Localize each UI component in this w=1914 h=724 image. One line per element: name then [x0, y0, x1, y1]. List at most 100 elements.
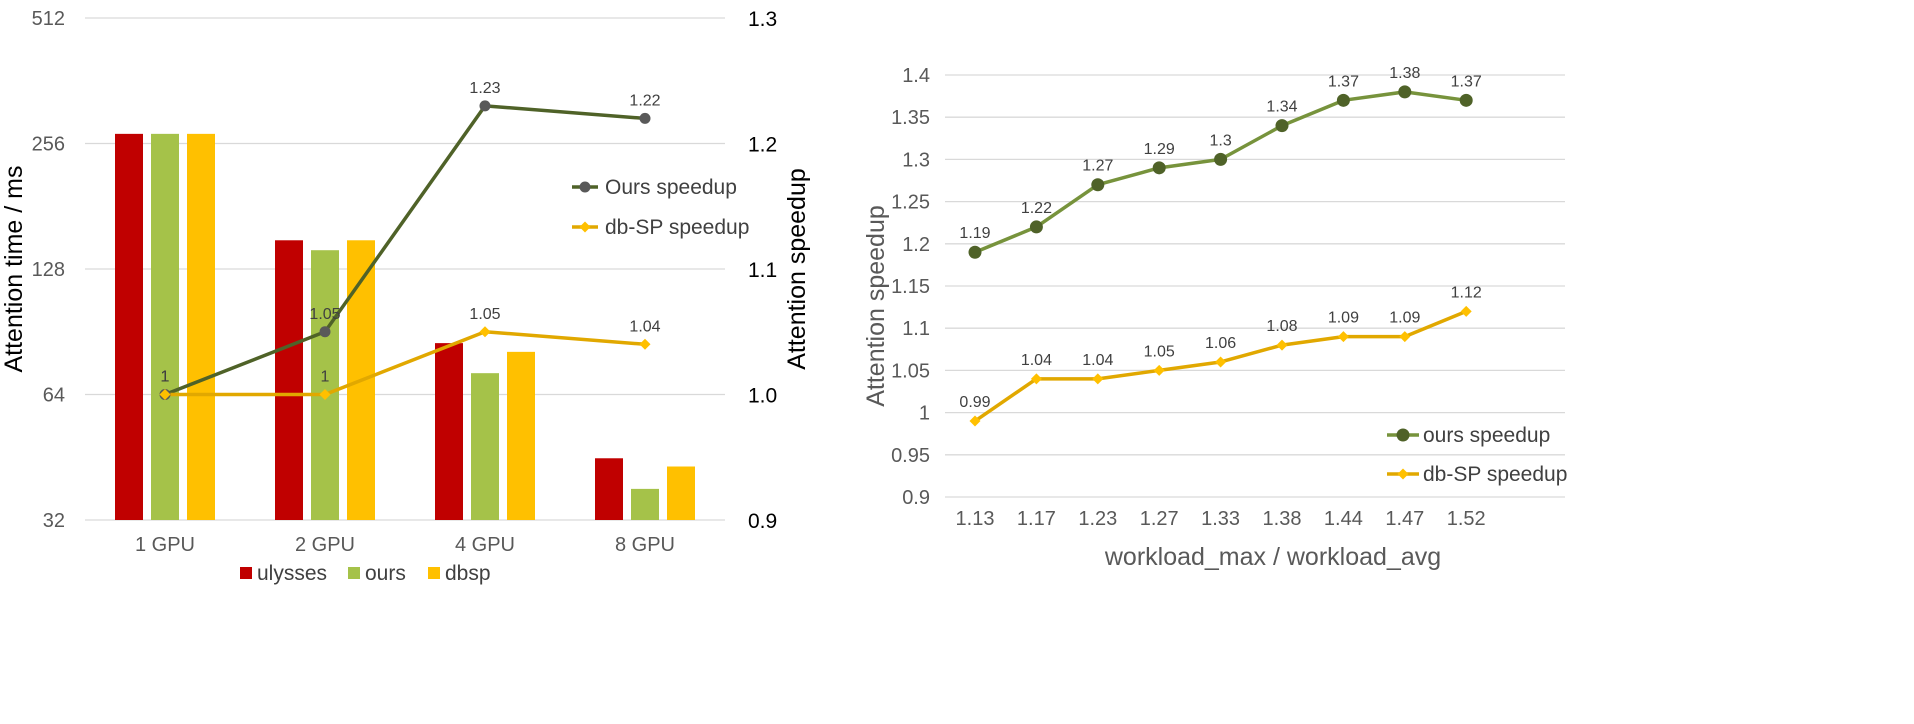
point-marker	[1460, 305, 1472, 317]
bar-ours	[631, 488, 659, 520]
data-label: 1.37	[1451, 73, 1482, 90]
y-tick-label: 32	[43, 510, 65, 532]
data-label: 1.23	[469, 80, 500, 97]
data-label: 1.29	[1144, 141, 1175, 158]
y-tick-label: 1.4	[902, 65, 930, 87]
bar-ulysses	[435, 343, 463, 520]
x-tick-label: 1.17	[1017, 508, 1056, 530]
data-label: 1.04	[1021, 352, 1052, 369]
legend-swatch-dbsp	[428, 567, 440, 579]
point-marker	[969, 415, 981, 427]
x-tick-label: 2 GPU	[295, 534, 355, 556]
data-label: 1.09	[1328, 310, 1359, 327]
point-marker	[1399, 331, 1411, 343]
data-label: 1.06	[1205, 335, 1236, 352]
y-tick-label: 1	[919, 403, 930, 425]
legend-label: ulysses	[257, 562, 327, 585]
point-marker	[1030, 373, 1042, 385]
right-chart: 0.9 0.95 1 1.05 1.1 1.15 1.2 1.25 1.3 1.35 1.4 1.13…	[862, 65, 1567, 571]
data-label: 1.38	[1389, 65, 1420, 82]
legend-marker	[579, 181, 591, 193]
data-label: 1.04	[1082, 352, 1113, 369]
x-tick-label: 1.47	[1385, 508, 1424, 530]
y-axis-title: Attention time / ms	[0, 165, 28, 372]
x-tick-label: 1.44	[1324, 508, 1363, 530]
data-label: 1.19	[959, 225, 990, 242]
y-tick-label: 512	[32, 8, 65, 30]
point-marker	[1152, 161, 1166, 175]
y2-tick-label: 1.3	[748, 8, 777, 31]
bar-ulysses	[275, 240, 303, 520]
data-label: 1	[321, 369, 330, 386]
data-label: 1.08	[1266, 318, 1297, 335]
left-chart: 32 64 128 256 512 0.9 1.0 1.1 1.2 1.3 1 GPU 2 GPU 4 …	[0, 8, 811, 585]
y-tick-label: 256	[32, 134, 65, 156]
y-tick-label: 128	[32, 259, 65, 281]
point-marker	[1459, 93, 1473, 107]
bar-ours	[311, 250, 339, 521]
x-tick-label: 1.38	[1263, 508, 1302, 530]
data-label: 1	[161, 369, 170, 386]
legend-label: dbsp	[445, 562, 491, 585]
data-label: 1.27	[1082, 158, 1113, 175]
legend-swatch-ulysses	[240, 567, 252, 579]
point-marker	[479, 100, 491, 112]
line-Ours-speedup	[164, 104, 646, 397]
y-axis-title: Attention speedup	[862, 205, 890, 407]
point-marker	[1153, 364, 1165, 376]
data-label: 1.22	[629, 92, 660, 109]
bar-ours	[151, 133, 179, 520]
data-label: 1.22	[1021, 200, 1052, 217]
point-marker	[319, 389, 331, 400]
y2-tick-label: 1.1	[748, 259, 777, 282]
line-db-SP-speedup	[165, 330, 646, 397]
legend-label: db-SP speedup	[1423, 463, 1567, 486]
bar-dbsp	[507, 351, 535, 520]
y-tick-label: 1.05	[891, 360, 930, 382]
data-label: 1	[161, 369, 170, 386]
point-marker	[1091, 178, 1105, 192]
legend-label: db-SP speedup	[605, 216, 749, 239]
bar-ulysses	[595, 458, 623, 520]
y2-tick-label: 1.2	[748, 134, 777, 157]
y-tick-label: 64	[43, 385, 65, 407]
y-tick-label: 1.3	[902, 149, 930, 171]
data-label: 1.34	[1266, 99, 1297, 116]
data-label: 1.37	[1328, 73, 1359, 90]
x-tick-label: 1.23	[1078, 508, 1117, 530]
data-label: 1.04	[629, 318, 660, 335]
legend-label: ours speedup	[1423, 424, 1550, 447]
point-marker	[968, 245, 982, 259]
point-marker	[1275, 119, 1289, 133]
y2-axis-title: Attention speedup	[783, 168, 811, 370]
data-label: 1.05	[1144, 343, 1175, 360]
x-tick-label: 4 GPU	[455, 534, 515, 556]
y-tick-label: 1.2	[902, 234, 930, 256]
point-marker	[1398, 85, 1412, 99]
x-tick-label: 8 GPU	[615, 534, 675, 556]
y-tick-label: 1.1	[902, 318, 930, 340]
y-tick-label: 0.9	[902, 487, 930, 509]
legend-marker	[1396, 428, 1410, 442]
y2-tick-label: 1.0	[748, 385, 777, 408]
bar-ulysses	[115, 133, 143, 520]
x-tick-label: 1.13	[956, 508, 995, 530]
x-tick-label: 1.33	[1201, 508, 1240, 530]
legend-marker	[1397, 468, 1409, 480]
point-marker	[1276, 339, 1288, 351]
data-label: 0.99	[959, 394, 990, 411]
x-tick-label: 1.52	[1447, 508, 1486, 530]
legend-label: ours	[365, 562, 406, 585]
point-marker	[1336, 93, 1350, 107]
line-ours-speedup	[974, 90, 1467, 254]
point-marker	[639, 338, 651, 350]
bar-dbsp	[667, 466, 695, 520]
point-marker	[1092, 373, 1104, 385]
point-marker	[1215, 356, 1227, 368]
point-marker	[1029, 220, 1043, 234]
point-marker	[479, 326, 491, 338]
point-marker	[1214, 152, 1228, 166]
x-axis-title: workload_max / workload_avg	[1104, 543, 1441, 571]
legend-label: Ours speedup	[605, 176, 737, 199]
